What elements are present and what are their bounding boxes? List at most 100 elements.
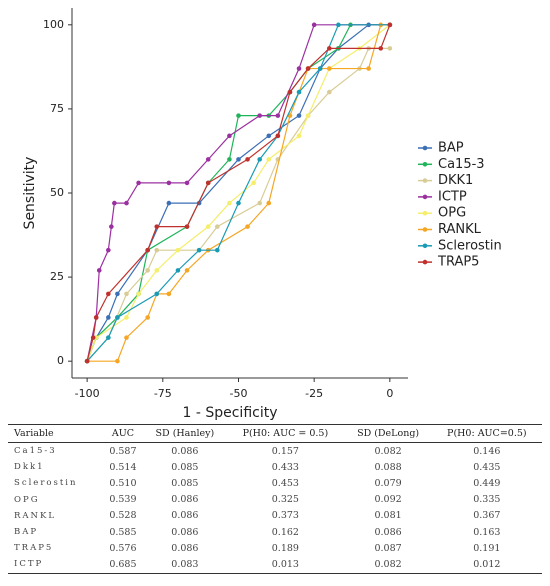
- legend-label: RANKL: [438, 222, 482, 237]
- stats-table: Variable AUC SD (Hanley) P(H0: AUC = 0.5) SD…: [8, 424, 542, 574]
- table-cell: 0.367: [473, 510, 501, 522]
- roc-point: [136, 291, 141, 297]
- roc-point: [296, 66, 302, 71]
- table-cell: Sclerostin: [14, 478, 78, 489]
- roc-point: [93, 315, 99, 320]
- table-cell: 0.335: [473, 494, 501, 506]
- table-cell: 0.510: [109, 477, 137, 489]
- roc-point: [227, 133, 232, 139]
- legend-dot: [422, 259, 428, 265]
- legend-label: Sclerostin: [438, 238, 502, 253]
- roc-point: [184, 180, 190, 186]
- legend-label: TRAP5: [437, 255, 479, 270]
- y-tick-label: 100: [43, 18, 64, 31]
- table-cell: 0.085: [171, 461, 199, 473]
- table-cell: 0.082: [344, 556, 432, 574]
- roc-point: [175, 247, 181, 253]
- y-tick-label: 0: [57, 354, 64, 367]
- table-cell: 0.092: [374, 494, 402, 506]
- legend-dot: [422, 210, 428, 216]
- table-cell: 0.086: [171, 542, 199, 554]
- roc-point: [106, 247, 111, 253]
- table-cell: 0.083: [143, 556, 227, 574]
- legend-label: Ca15-3: [438, 157, 485, 172]
- table-cell: ICTP: [8, 556, 103, 574]
- roc-point: [387, 46, 393, 51]
- roc-point: [257, 157, 262, 162]
- column-header: P(H0: AUC = 0.5): [226, 424, 345, 443]
- roc-point: [266, 157, 272, 162]
- table-cell: 0.453: [271, 477, 299, 489]
- legend-dot: [422, 194, 428, 200]
- roc-point: [296, 113, 302, 118]
- table-row: Dkk1 0.514 0.085 0.433 0.088 0.435: [8, 459, 542, 475]
- roc-point: [166, 180, 172, 186]
- roc-point: [296, 133, 302, 139]
- roc-line: [86, 24, 390, 362]
- table-cell: 0.157: [271, 445, 299, 457]
- roc-point: [251, 180, 256, 186]
- table-cell: 0.587: [109, 445, 137, 457]
- table-cell: 0.189: [271, 542, 299, 554]
- roc-point: [124, 335, 129, 340]
- table-cell: 0.013: [226, 556, 345, 574]
- column-header: SD (DeLong): [344, 424, 432, 443]
- roc-point: [136, 180, 141, 186]
- table-cell: 0.081: [374, 510, 402, 522]
- roc-point: [115, 315, 120, 320]
- roc-point: [205, 157, 211, 162]
- x-tick-label: -100: [75, 387, 100, 400]
- table-cell: 0.085: [171, 477, 199, 489]
- roc-point: [154, 268, 160, 273]
- table-cell: 0.685: [102, 556, 144, 574]
- y-axis-label: Sensitivity: [22, 157, 38, 230]
- legend-label: BAP: [438, 141, 464, 156]
- roc-point: [326, 46, 332, 51]
- table-row: TRAP5 0.576 0.086 0.189 0.087 0.191: [8, 540, 542, 556]
- column-header: P(H0: AUC=0.5): [431, 424, 542, 443]
- table-cell: 0.449: [473, 477, 501, 489]
- roc-point: [184, 224, 190, 229]
- table-row: Ca15-3 0.587 0.086 0.157 0.082 0.146: [8, 443, 542, 460]
- roc-line: [86, 47, 390, 362]
- roc-point: [236, 157, 241, 162]
- column-header: Variable: [8, 424, 103, 443]
- roc-line: [87, 24, 390, 362]
- roc-point: [378, 46, 384, 51]
- roc-point: [214, 224, 220, 229]
- legend-dot: [422, 162, 428, 167]
- x-tick-label: -25: [305, 387, 323, 400]
- column-header: SD (Hanley): [143, 424, 227, 443]
- roc-point: [296, 89, 302, 95]
- roc-point: [245, 157, 250, 162]
- roc-point: [266, 200, 272, 206]
- roc-point: [305, 66, 311, 71]
- roc-point: [154, 291, 160, 297]
- roc-line: [86, 24, 390, 362]
- roc-point: [115, 291, 120, 297]
- roc-point: [227, 200, 232, 206]
- roc-point: [236, 113, 241, 118]
- roc-point: [124, 315, 129, 320]
- table-row: Sclerostin 0.510 0.085 0.453 0.079 0.449: [8, 475, 542, 491]
- table-cell: 0.539: [109, 494, 137, 506]
- roc-point: [336, 22, 341, 28]
- roc-point: [96, 268, 102, 273]
- table-cell: 0.576: [109, 542, 137, 554]
- table-cell: 0.079: [374, 477, 402, 489]
- x-axis-label: 1 - Specificity: [182, 405, 277, 420]
- roc-point: [115, 358, 120, 364]
- table-cell: BAP: [14, 527, 39, 538]
- table-cell: RANKL: [14, 510, 56, 521]
- roc-point: [236, 200, 241, 206]
- table-cell: 0.163: [473, 526, 501, 538]
- roc-point: [166, 200, 172, 206]
- y-tick-label: 25: [50, 270, 64, 283]
- roc-line: [86, 24, 390, 362]
- roc-point: [287, 89, 293, 95]
- table-cell: 0.528: [109, 510, 137, 522]
- roc-point: [145, 315, 150, 320]
- column-header: AUC: [102, 424, 144, 443]
- legend-label: OPG: [438, 206, 466, 221]
